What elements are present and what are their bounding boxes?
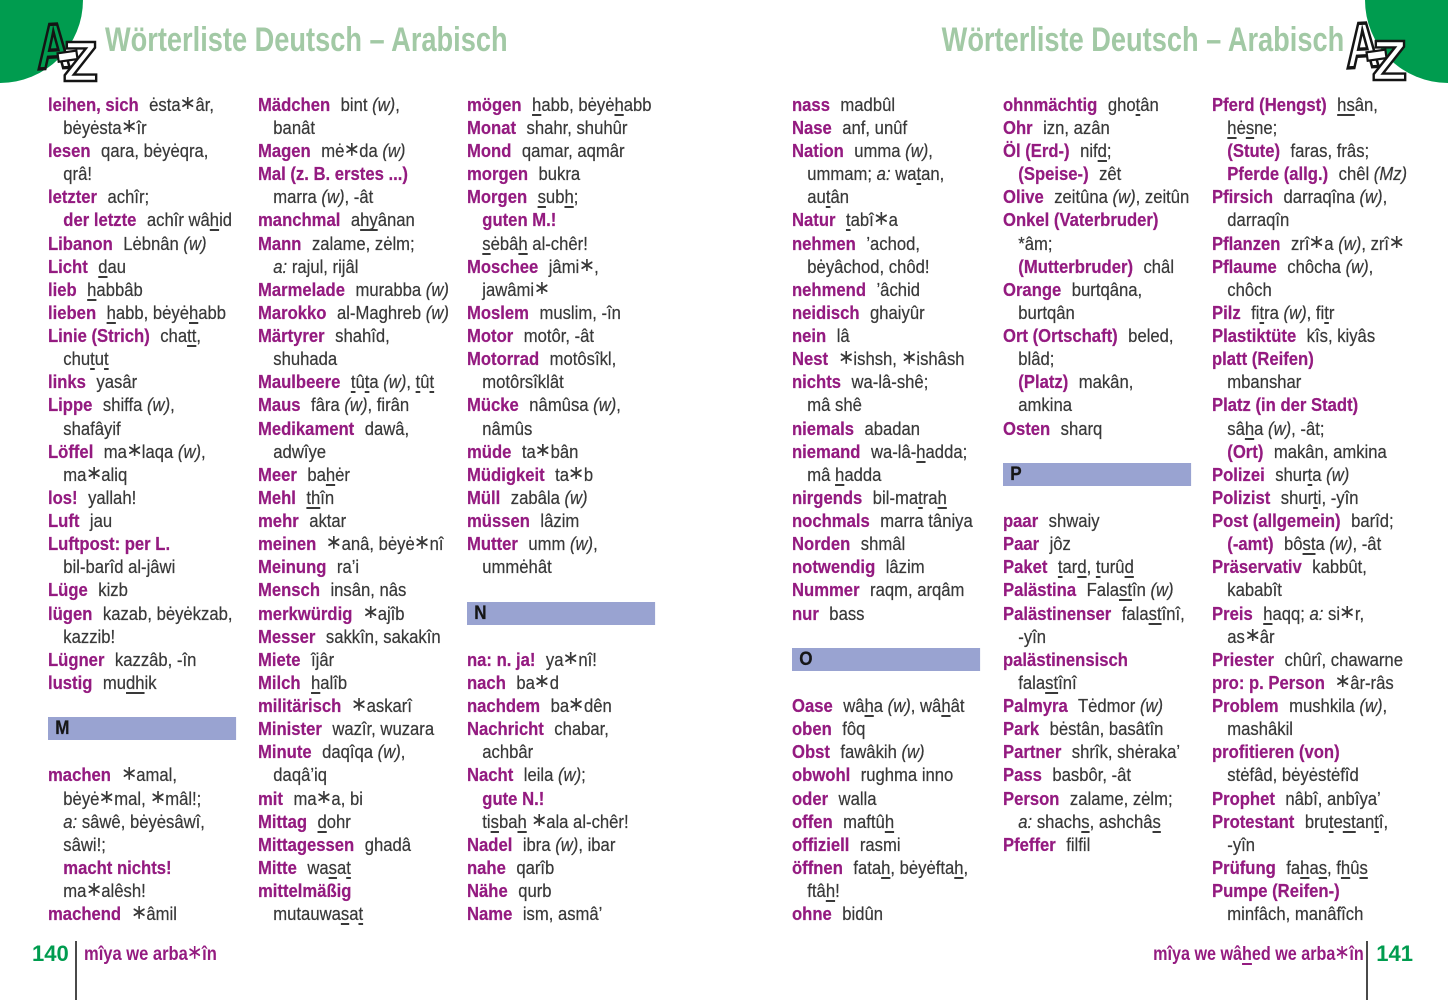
svg-text:Z: Z: [63, 30, 98, 86]
svg-text:Z: Z: [1372, 29, 1407, 85]
